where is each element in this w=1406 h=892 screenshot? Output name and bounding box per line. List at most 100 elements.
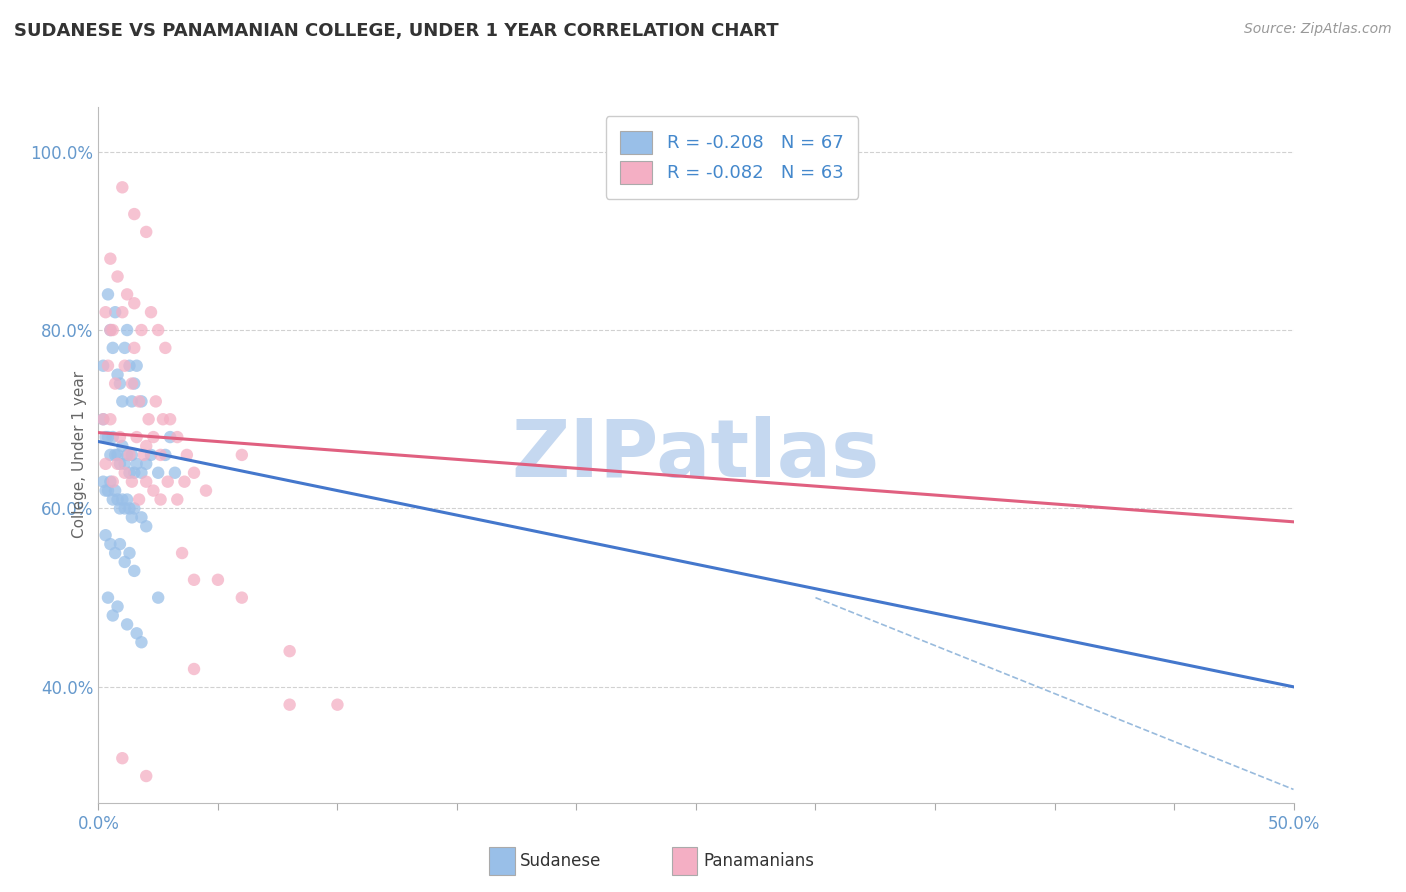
Point xyxy=(98,448,122,462)
Point xyxy=(121,448,143,462)
Point xyxy=(121,510,143,524)
Point xyxy=(111,439,134,453)
Point xyxy=(145,394,167,409)
Point xyxy=(183,466,205,480)
Point xyxy=(159,430,181,444)
Point xyxy=(111,751,134,765)
Point xyxy=(101,430,124,444)
Point xyxy=(135,225,157,239)
Point xyxy=(97,483,120,498)
Point xyxy=(94,305,117,319)
Text: Panamanians: Panamanians xyxy=(703,852,814,870)
Point xyxy=(194,483,218,498)
Point xyxy=(124,296,146,310)
Point xyxy=(114,555,136,569)
Point xyxy=(132,448,155,462)
Point xyxy=(107,599,129,614)
Point xyxy=(98,412,122,426)
Point xyxy=(104,483,127,498)
Point xyxy=(118,546,141,560)
Point xyxy=(97,591,120,605)
Point xyxy=(107,448,129,462)
Point xyxy=(111,305,134,319)
Point xyxy=(121,376,143,391)
Point xyxy=(155,448,177,462)
Point xyxy=(152,412,174,426)
Point xyxy=(163,466,186,480)
Point xyxy=(111,394,134,409)
Point xyxy=(94,430,117,444)
Point xyxy=(118,359,141,373)
Point xyxy=(115,492,138,507)
Point xyxy=(101,608,124,623)
Point xyxy=(131,466,153,480)
Point xyxy=(231,448,253,462)
Point xyxy=(101,341,124,355)
Point xyxy=(142,430,165,444)
Point xyxy=(115,448,138,462)
Point xyxy=(183,662,205,676)
Point xyxy=(135,475,157,489)
Point xyxy=(131,323,153,337)
Point xyxy=(114,501,136,516)
Point xyxy=(97,430,120,444)
Point xyxy=(124,341,146,355)
Point xyxy=(148,466,170,480)
Point xyxy=(125,359,148,373)
Point xyxy=(104,305,127,319)
Point xyxy=(156,475,179,489)
Point xyxy=(101,492,124,507)
Point xyxy=(148,591,170,605)
Point xyxy=(111,180,134,194)
Point xyxy=(135,457,157,471)
Point xyxy=(114,457,136,471)
Point xyxy=(128,394,150,409)
Point xyxy=(115,323,138,337)
Point xyxy=(118,466,141,480)
Point xyxy=(131,635,153,649)
Point xyxy=(142,483,165,498)
Point xyxy=(91,359,114,373)
Point xyxy=(91,412,114,426)
Point xyxy=(114,341,136,355)
Point xyxy=(135,769,157,783)
Point xyxy=(107,368,129,382)
Point xyxy=(91,412,114,426)
Point xyxy=(107,269,129,284)
Point xyxy=(115,617,138,632)
Point xyxy=(128,492,150,507)
Point xyxy=(172,546,194,560)
Point xyxy=(138,412,160,426)
Point xyxy=(121,394,143,409)
Point xyxy=(104,376,127,391)
Point xyxy=(94,457,117,471)
Point xyxy=(125,626,148,640)
Point xyxy=(94,528,117,542)
Point xyxy=(101,323,124,337)
Text: SUDANESE VS PANAMANIAN COLLEGE, UNDER 1 YEAR CORRELATION CHART: SUDANESE VS PANAMANIAN COLLEGE, UNDER 1 … xyxy=(14,22,779,40)
Point xyxy=(108,376,131,391)
Point xyxy=(135,519,157,533)
Point xyxy=(131,510,153,524)
Point xyxy=(124,501,146,516)
Point xyxy=(278,698,301,712)
Point xyxy=(121,475,143,489)
Point xyxy=(118,448,141,462)
Point xyxy=(124,376,146,391)
Point xyxy=(107,457,129,471)
Point xyxy=(124,466,146,480)
Point xyxy=(108,430,131,444)
Point xyxy=(231,591,253,605)
Point xyxy=(98,323,122,337)
Point xyxy=(124,564,146,578)
Point xyxy=(131,394,153,409)
Point xyxy=(101,475,124,489)
Text: ZIPatlas: ZIPatlas xyxy=(512,416,880,494)
Point xyxy=(91,475,114,489)
Point xyxy=(104,546,127,560)
Point xyxy=(114,466,136,480)
Point xyxy=(125,430,148,444)
Point xyxy=(176,448,198,462)
Y-axis label: College, Under 1 year: College, Under 1 year xyxy=(72,371,87,539)
Point xyxy=(173,475,195,489)
